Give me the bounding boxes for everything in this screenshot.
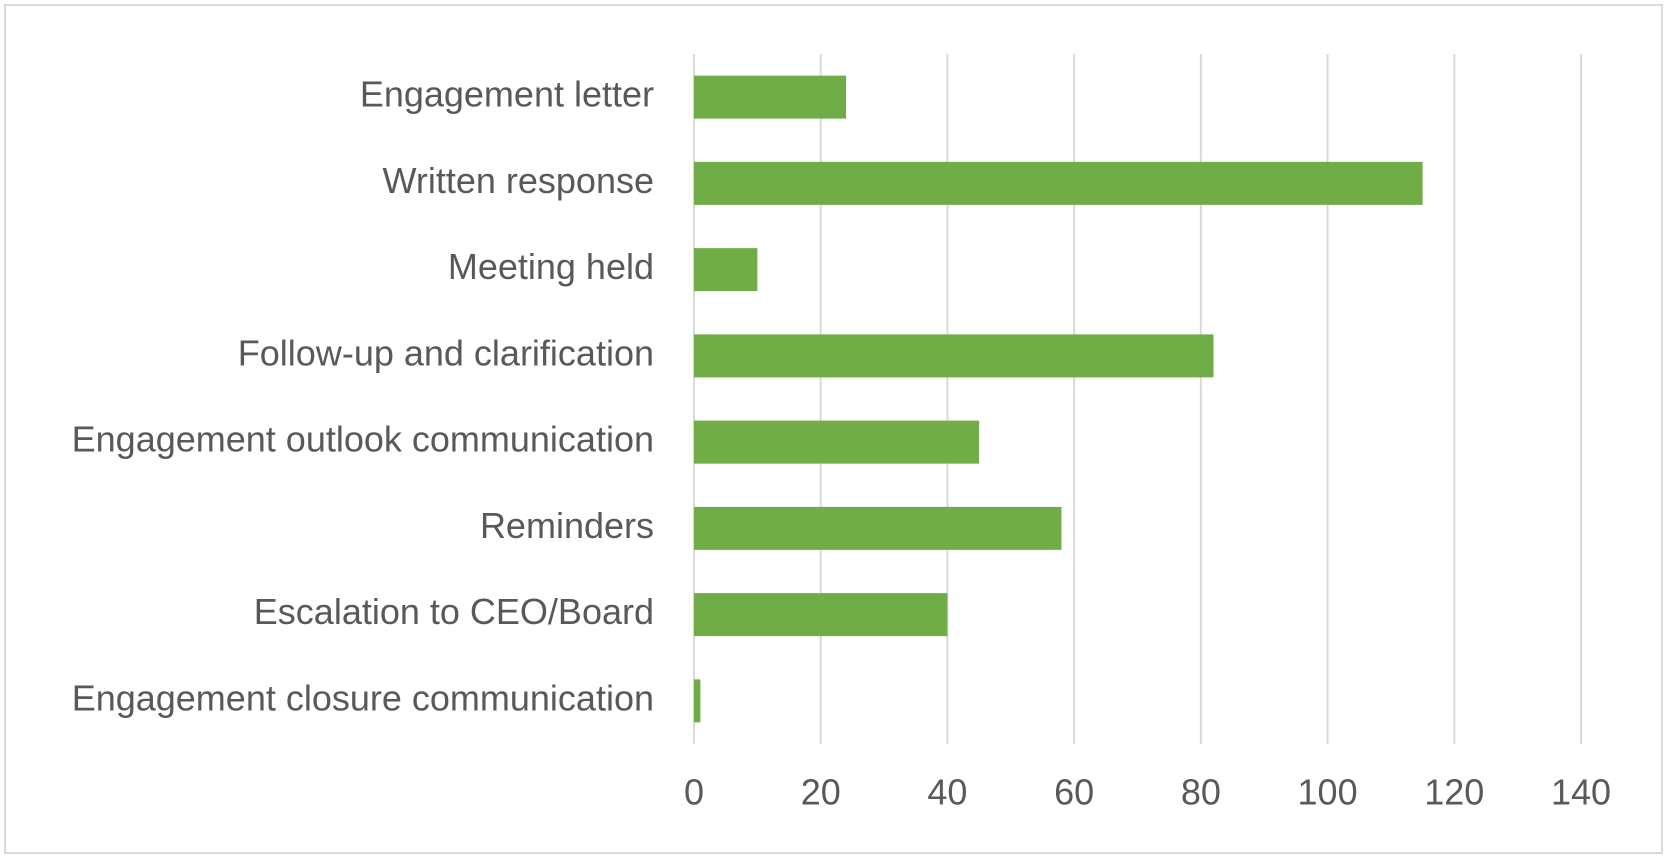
- y-tick-label: Follow-up and clarification: [238, 332, 654, 373]
- bar: [694, 248, 758, 292]
- x-tick-label: 40: [927, 772, 967, 813]
- y-tick-label: Engagement outlook communication: [72, 419, 654, 460]
- bar: [694, 334, 1214, 378]
- bar: [694, 593, 948, 637]
- y-tick-label: Engagement closure communication: [72, 677, 654, 718]
- y-tick-label: Engagement letter: [360, 74, 654, 115]
- bar: [694, 506, 1062, 550]
- x-tick-label: 0: [684, 772, 704, 813]
- x-tick-label: 140: [1551, 772, 1611, 813]
- bar: [694, 679, 701, 723]
- y-tick-label: Written response: [383, 160, 654, 201]
- bar: [694, 75, 847, 119]
- x-tick-label: 80: [1181, 772, 1221, 813]
- y-tick-label: Meeting held: [448, 246, 654, 287]
- x-tick-label: 20: [801, 772, 841, 813]
- x-tick-label: 120: [1424, 772, 1484, 813]
- y-tick-label: Escalation to CEO/Board: [254, 591, 654, 632]
- y-tick-label: Reminders: [480, 505, 654, 546]
- x-tick-label: 100: [1298, 772, 1358, 813]
- x-tick-label: 60: [1054, 772, 1094, 813]
- bar: [694, 420, 980, 464]
- bar: [694, 161, 1423, 205]
